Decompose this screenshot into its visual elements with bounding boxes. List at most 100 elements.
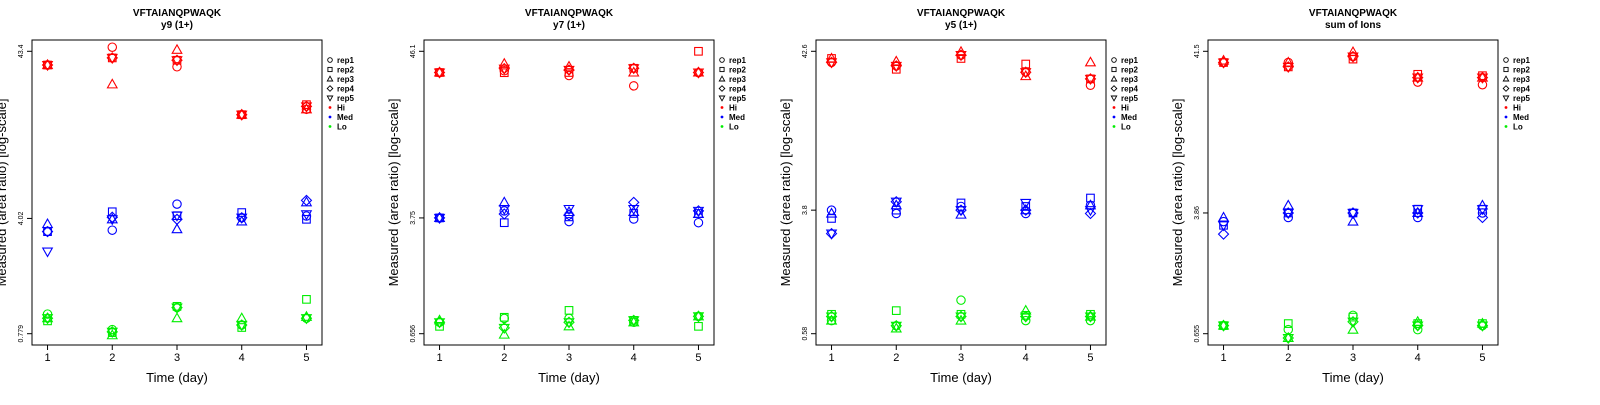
legend-label-rep2: rep2 xyxy=(1121,66,1138,75)
x-tick-label: 5 xyxy=(1087,352,1093,364)
data-point-hi-rep3 xyxy=(41,58,54,70)
data-point-lo-rep2 xyxy=(499,312,509,322)
x-axis-label: Time (day) xyxy=(1322,370,1384,385)
data-point-lo-rep2 xyxy=(237,323,247,332)
chart-subtitle: y7 (1+) xyxy=(553,20,585,31)
data-point-lo-rep5 xyxy=(890,321,903,332)
data-point-lo-rep2 xyxy=(694,321,703,331)
data-point-hi-rep5 xyxy=(627,64,640,75)
data-point-hi-rep5 xyxy=(1019,68,1032,79)
legend-label-med: Med xyxy=(729,113,745,122)
chart-title: VFTAIANQPWAQK xyxy=(1309,8,1398,19)
data-point-med-rep1 xyxy=(172,199,182,209)
data-point-hi-rep3 xyxy=(692,66,705,77)
data-point-lo-rep5 xyxy=(106,327,119,338)
x-tick-label: 2 xyxy=(1285,352,1291,364)
data-point-med-rep5 xyxy=(300,210,313,221)
legend-label-rep5: rep5 xyxy=(1513,94,1530,103)
y-tick-label: 0.779 xyxy=(18,325,25,343)
x-tick-label: 2 xyxy=(501,352,507,364)
legend-marker-rep4 xyxy=(1110,85,1118,92)
y-axis-label: Measured (area ratio) [log-scale] xyxy=(386,99,401,287)
data-point-hi-rep3 xyxy=(106,78,119,89)
data-point-lo-rep3 xyxy=(1217,319,1230,330)
data-point-hi-rep5 xyxy=(106,53,119,65)
data-point-lo-rep2 xyxy=(1283,319,1293,328)
legend-label-rep3: rep3 xyxy=(1513,75,1530,84)
data-point-med-rep3 xyxy=(171,223,183,234)
data-point-med-rep3 xyxy=(627,205,640,217)
x-tick-label: 5 xyxy=(303,352,309,364)
legend-marker-lo xyxy=(1504,125,1508,128)
data-point-hi-rep5 xyxy=(171,56,183,67)
data-point-med-rep1 xyxy=(693,217,704,228)
x-tick-label: 3 xyxy=(174,352,180,364)
y-tick-label: 42.6 xyxy=(802,44,809,58)
data-point-lo-rep2 xyxy=(435,321,444,331)
data-point-med-rep3 xyxy=(825,207,838,218)
data-point-med-rep5 xyxy=(1411,205,1424,216)
data-point-lo-rep5 xyxy=(1411,321,1424,332)
data-point-med-rep5 xyxy=(498,204,511,216)
legend-marker-rep4 xyxy=(1502,85,1510,92)
legend-marker-rep1 xyxy=(719,57,725,63)
data-point-med-rep1 xyxy=(564,216,574,227)
data-point-hi-rep5 xyxy=(235,110,248,121)
data-point-med-rep1 xyxy=(107,225,118,235)
y-axis-label: Measured (area ratio) [log-scale] xyxy=(778,99,793,287)
data-point-med-rep3 xyxy=(1476,199,1489,210)
data-point-lo-rep5 xyxy=(41,314,54,325)
x-tick-label: 4 xyxy=(1415,352,1421,364)
x-tick-label: 3 xyxy=(566,352,572,364)
legend-label-rep5: rep5 xyxy=(729,94,746,103)
chart-title: VFTAIANQPWAQK xyxy=(525,8,614,19)
data-point-med-rep5 xyxy=(1084,206,1097,217)
legend-marker-rep2 xyxy=(719,66,725,73)
data-point-med-rep4 xyxy=(171,213,183,226)
x-tick-label: 2 xyxy=(893,352,899,364)
data-point-med-rep2 xyxy=(1086,193,1095,203)
data-point-lo-rep2 xyxy=(1348,312,1358,322)
data-point-med-rep5 xyxy=(825,229,838,240)
data-point-med-rep3 xyxy=(955,208,967,219)
x-tick-label: 1 xyxy=(828,352,834,364)
y-tick-label: 3.8 xyxy=(802,205,809,215)
data-point-med-rep2 xyxy=(499,218,509,228)
x-tick-label: 4 xyxy=(1023,352,1029,364)
data-point-med-rep5 xyxy=(41,247,54,258)
data-point-lo-rep3 xyxy=(692,310,705,321)
legend-marker-rep4 xyxy=(326,85,334,92)
x-tick-label: 4 xyxy=(631,352,637,364)
data-point-hi-rep5 xyxy=(1217,58,1230,69)
data-point-lo-rep2 xyxy=(302,295,311,304)
data-point-hi-rep3 xyxy=(563,60,575,71)
legend-label-rep5: rep5 xyxy=(1121,94,1138,103)
y-axis-label: Measured (area ratio) [log-scale] xyxy=(1170,99,1185,287)
data-point-med-rep4 xyxy=(627,196,640,209)
data-point-med-rep3 xyxy=(433,211,446,222)
y-tick-label: 43.4 xyxy=(18,44,25,58)
y-tick-label: 41.5 xyxy=(1194,44,1201,58)
legend-marker-rep1 xyxy=(327,57,333,63)
data-point-hi-rep5 xyxy=(1411,73,1424,84)
legend-label-rep3: rep3 xyxy=(1121,75,1138,84)
plot-frame xyxy=(1207,39,1499,346)
data-point-lo-rep5 xyxy=(171,303,183,314)
data-point-med-rep5 xyxy=(106,215,119,226)
data-point-hi-rep5 xyxy=(1084,74,1097,85)
data-point-hi-rep5 xyxy=(41,60,54,72)
data-point-lo-rep3 xyxy=(1347,323,1359,334)
y-tick-label: 4.02 xyxy=(18,212,25,226)
legend-marker-med xyxy=(1504,115,1508,119)
legend-label-hi: Hi xyxy=(1513,104,1521,113)
y-tick-label: 3.75 xyxy=(410,211,417,225)
data-point-med-rep4 xyxy=(1411,207,1424,219)
legend-marker-rep1 xyxy=(1503,57,1509,63)
data-point-med-rep2 xyxy=(302,214,311,224)
legend-marker-rep5 xyxy=(718,95,726,102)
legend-marker-lo xyxy=(720,125,724,128)
legend-marker-hi xyxy=(720,106,724,109)
